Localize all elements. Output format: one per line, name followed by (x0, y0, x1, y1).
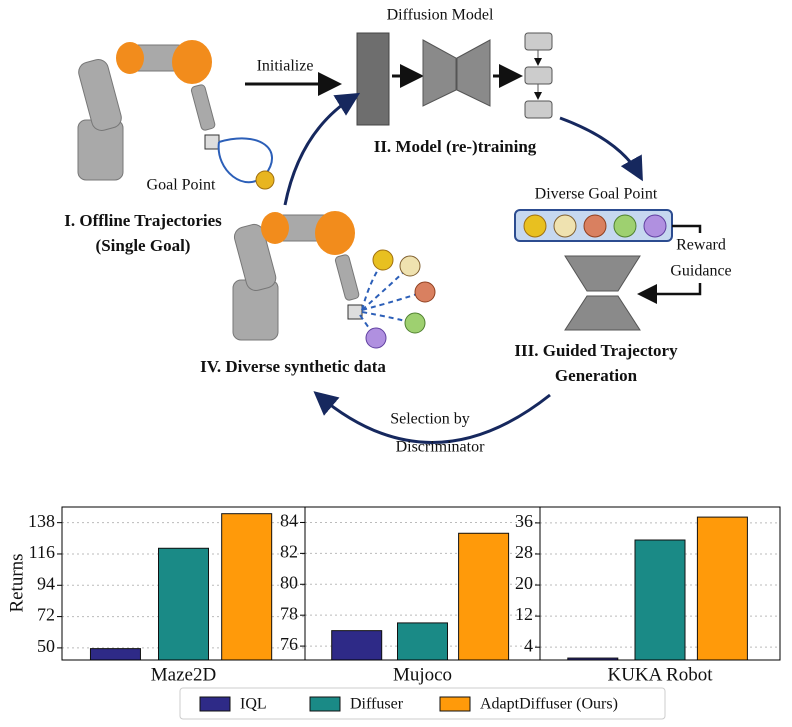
legend (179, 687, 666, 720)
legend-swatch (309, 696, 341, 712)
bar (696, 516, 748, 661)
encoder (422, 39, 457, 107)
label: Guidance (670, 263, 731, 280)
y-tick-label: 50 (37, 636, 55, 656)
robot-arm (77, 40, 275, 190)
x-axis-label: KUKA Robot (607, 664, 713, 685)
bar (634, 539, 686, 661)
y-tick-label: 4 (524, 635, 533, 655)
stage-title: II. Model (re-)training (374, 137, 537, 156)
bar (331, 630, 383, 661)
y-tick-label: 94 (37, 573, 55, 593)
legend-label: IQL (240, 696, 267, 713)
y-tick-label: 28 (515, 542, 533, 562)
stage-title: Generation (555, 366, 638, 385)
stage-title: I. Offline Trajectories (64, 211, 222, 230)
y-tick-label: 84 (280, 511, 298, 531)
label: Reward (676, 237, 726, 254)
y-tick-label: 80 (280, 572, 298, 592)
stage-title: IV. Diverse synthetic data (200, 357, 386, 376)
plot-frame (539, 506, 781, 661)
y-tick-label: 78 (280, 603, 298, 623)
label: Initialize (257, 58, 314, 75)
legend-label: Diffuser (350, 696, 404, 713)
robot-arm (232, 211, 436, 349)
legend-label: AdaptDiffuser (Ours) (480, 696, 618, 713)
legend-swatch (199, 696, 231, 712)
label: Diffusion Model (387, 7, 494, 24)
bar (89, 648, 141, 661)
cycle-arrows (283, 92, 643, 444)
y-tick-label: 12 (515, 604, 533, 624)
bar (458, 532, 510, 661)
label: Selection by (390, 411, 470, 428)
x-axis-label: Mujoco (393, 664, 452, 685)
label: Discriminator (396, 439, 486, 456)
y-axis-label: Returns (6, 553, 27, 612)
label: Diverse Goal Point (535, 186, 658, 203)
diagram: Diffusion Model Initialize II. Model (re… (64, 7, 731, 456)
y-tick-label: 20 (515, 573, 533, 593)
x-axis-label: Maze2D (151, 664, 216, 685)
y-tick-label: 138 (28, 511, 55, 531)
y-tick-label: 116 (29, 542, 55, 562)
legend-swatch (439, 696, 471, 712)
noise-image (356, 32, 390, 126)
bar (221, 513, 273, 661)
decoder (456, 39, 491, 107)
y-tick-label: 82 (280, 541, 298, 561)
stage-title: (Single Goal) (96, 236, 191, 255)
stage-title: III. Guided Trajectory (514, 341, 678, 360)
label: Goal Point (147, 177, 216, 194)
bar (397, 622, 448, 661)
y-tick-label: 72 (37, 605, 55, 625)
y-tick-label: 76 (280, 634, 298, 654)
model-blocks (524, 32, 553, 119)
bar (158, 547, 209, 661)
y-tick-label: 36 (515, 511, 533, 531)
